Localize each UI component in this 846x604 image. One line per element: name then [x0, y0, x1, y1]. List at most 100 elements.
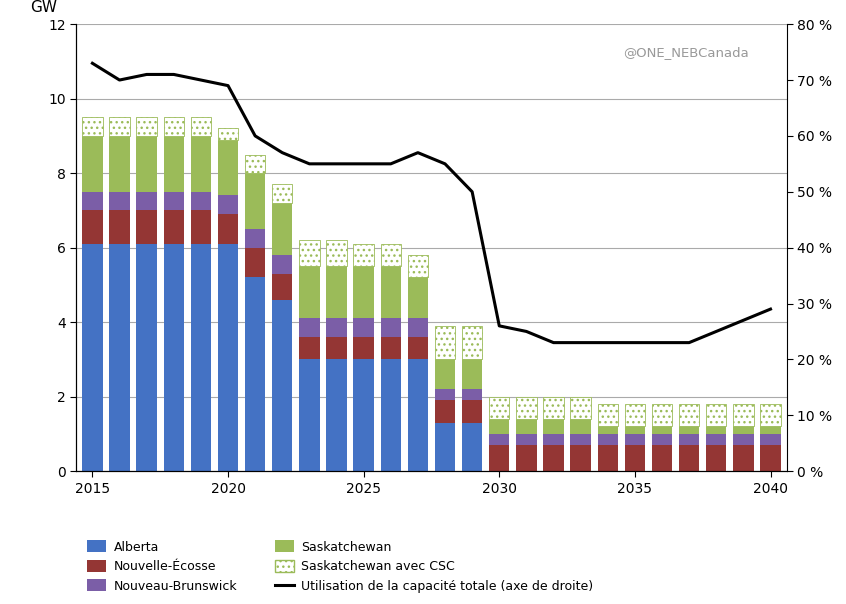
Bar: [679, 426, 700, 434]
Bar: [163, 210, 184, 244]
Bar: [597, 445, 618, 471]
Bar: [489, 434, 509, 445]
Bar: [109, 117, 129, 136]
Bar: [516, 445, 536, 471]
Bar: [489, 419, 509, 434]
Bar: [109, 136, 129, 192]
Bar: [136, 244, 157, 471]
Bar: [435, 400, 455, 423]
Bar: [408, 277, 428, 318]
Bar: [82, 136, 102, 192]
Bar: [516, 397, 536, 419]
Bar: [163, 136, 184, 192]
Bar: [327, 240, 347, 266]
Bar: [163, 244, 184, 471]
Bar: [82, 244, 102, 471]
Bar: [327, 359, 347, 471]
Bar: [190, 117, 212, 136]
Bar: [651, 434, 673, 445]
Bar: [733, 445, 754, 471]
Bar: [299, 240, 320, 266]
Bar: [354, 266, 374, 318]
Bar: [245, 229, 266, 248]
Bar: [381, 337, 401, 359]
Bar: [462, 423, 482, 471]
Bar: [624, 434, 645, 445]
Bar: [299, 266, 320, 318]
Bar: [679, 445, 700, 471]
Bar: [761, 434, 781, 445]
Bar: [218, 244, 239, 471]
Bar: [462, 389, 482, 400]
Bar: [543, 419, 563, 434]
Bar: [462, 326, 482, 359]
Bar: [435, 359, 455, 389]
Bar: [381, 359, 401, 471]
Bar: [733, 434, 754, 445]
Bar: [190, 192, 212, 210]
Bar: [651, 445, 673, 471]
Bar: [543, 397, 563, 419]
Bar: [272, 184, 293, 203]
Bar: [651, 404, 673, 426]
Bar: [245, 277, 266, 471]
Bar: [543, 445, 563, 471]
Bar: [245, 248, 266, 277]
Bar: [408, 255, 428, 277]
Bar: [82, 117, 102, 136]
Bar: [543, 434, 563, 445]
Bar: [327, 266, 347, 318]
Bar: [435, 326, 455, 359]
Bar: [136, 136, 157, 192]
Bar: [462, 359, 482, 389]
Bar: [597, 434, 618, 445]
Bar: [82, 210, 102, 244]
Bar: [136, 210, 157, 244]
Bar: [327, 337, 347, 359]
Bar: [489, 445, 509, 471]
Bar: [624, 426, 645, 434]
Bar: [109, 210, 129, 244]
Bar: [489, 397, 509, 419]
Bar: [190, 210, 212, 244]
Bar: [136, 117, 157, 136]
Bar: [136, 192, 157, 210]
Bar: [82, 192, 102, 210]
Bar: [272, 203, 293, 255]
Bar: [408, 359, 428, 471]
Bar: [218, 140, 239, 196]
Bar: [570, 397, 591, 419]
Bar: [624, 404, 645, 426]
Bar: [761, 445, 781, 471]
Bar: [272, 300, 293, 471]
Bar: [381, 266, 401, 318]
Bar: [624, 445, 645, 471]
Bar: [597, 426, 618, 434]
Bar: [354, 337, 374, 359]
Bar: [408, 337, 428, 359]
Bar: [516, 434, 536, 445]
Bar: [435, 423, 455, 471]
Bar: [299, 337, 320, 359]
Bar: [218, 196, 239, 214]
Bar: [327, 318, 347, 337]
Bar: [733, 404, 754, 426]
Bar: [163, 192, 184, 210]
Bar: [733, 426, 754, 434]
Bar: [706, 434, 727, 445]
Bar: [218, 214, 239, 244]
Bar: [354, 318, 374, 337]
Bar: [679, 404, 700, 426]
Bar: [516, 419, 536, 434]
Bar: [245, 173, 266, 229]
Bar: [408, 318, 428, 337]
Bar: [570, 434, 591, 445]
Bar: [218, 129, 239, 140]
Bar: [272, 274, 293, 300]
Bar: [272, 255, 293, 274]
Bar: [761, 426, 781, 434]
Bar: [299, 318, 320, 337]
Bar: [462, 400, 482, 423]
Legend: Alberta, Nouvelle-Écosse, Nouveau-Brunswick, Saskatchewan, Saskatchewan avec CSC: Alberta, Nouvelle-Écosse, Nouveau-Brunsw…: [82, 536, 598, 598]
Bar: [109, 192, 129, 210]
